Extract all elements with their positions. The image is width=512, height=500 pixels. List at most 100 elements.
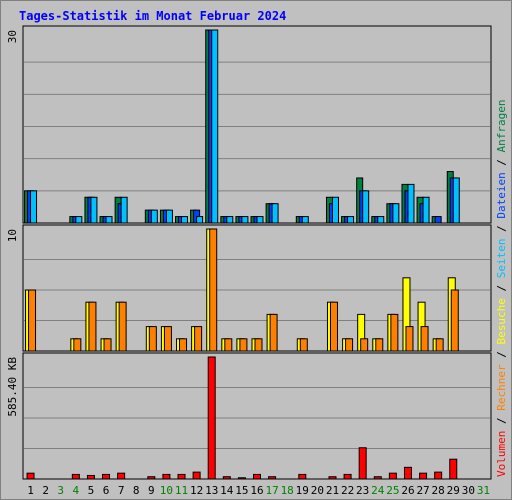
bar-volumen-day-17: [268, 476, 277, 480]
bar-rechner-day-4: [73, 338, 82, 352]
bar-rechner-day-7: [118, 301, 127, 352]
x-tick-label-day-4: 4: [73, 484, 80, 497]
bar-rechner-day-26: [405, 326, 414, 352]
bar-volumen-day-27: [419, 472, 428, 480]
x-tick-label-day-31: 31: [477, 484, 490, 497]
bar-volumen-day-22: [343, 473, 352, 480]
bar-seiten-day-5: [90, 196, 98, 224]
bar-dateien-day-28: [434, 216, 442, 224]
x-tick-label-day-27: 27: [416, 484, 429, 497]
x-tick-label-day-19: 19: [296, 484, 309, 497]
bar-seiten-day-17: [271, 203, 279, 224]
bar-volumen-day-19: [298, 473, 307, 480]
bar-rechner-day-15: [239, 338, 248, 352]
x-tick-label-day-23: 23: [356, 484, 369, 497]
bar-volumen-day-15: [237, 477, 246, 480]
x-tick-label-day-13: 13: [205, 484, 218, 497]
bar-volumen-day-14: [222, 476, 231, 480]
bar-seiten-day-4: [75, 216, 83, 224]
bar-volumen-day-24: [373, 476, 382, 480]
bar-seiten-day-16: [256, 216, 264, 224]
x-tick-label-day-22: 22: [341, 484, 354, 497]
bar-seiten-day-25: [392, 203, 400, 224]
bar-seiten-day-10: [165, 209, 173, 224]
x-tick-label-day-5: 5: [88, 484, 95, 497]
bar-volumen-day-7: [117, 472, 126, 480]
bar-rechner-day-19: [299, 338, 308, 352]
bar-seiten-day-12: [196, 216, 204, 224]
x-tick-label-day-10: 10: [160, 484, 173, 497]
bar-seiten-day-26: [407, 183, 415, 224]
side-legend-part-0: Volumen: [495, 431, 508, 477]
bar-volumen-day-4: [71, 473, 80, 480]
bar-volumen-day-9: [147, 476, 156, 480]
side-legend-part-1: /: [495, 411, 508, 431]
bar-volumen-day-26: [403, 466, 412, 480]
bar-rechner-day-9: [148, 326, 157, 352]
side-legend-part-4: Besuche: [495, 298, 508, 344]
bar-rechner-day-17: [269, 313, 278, 352]
side-legend-part-10: Anfragen: [495, 99, 508, 152]
bar-rechner-day-28: [435, 338, 444, 352]
bar-seiten-day-24: [377, 216, 385, 224]
bar-rechner-day-12: [194, 326, 203, 352]
bar-volumen-day-13: [207, 356, 216, 480]
bar-rechner-day-6: [103, 338, 112, 352]
bar-rechner-day-27: [420, 326, 429, 352]
x-tick-label-day-20: 20: [311, 484, 324, 497]
x-tick-label-day-8: 8: [133, 484, 140, 497]
bar-seiten-day-29: [452, 177, 460, 224]
ymax-label-visits: 10: [6, 229, 19, 242]
bar-seiten-day-13: [211, 29, 219, 224]
x-tick-label-day-15: 15: [235, 484, 248, 497]
x-tick-label-day-30: 30: [462, 484, 475, 497]
bar-volumen-day-16: [253, 473, 261, 480]
bar-seiten-day-27: [422, 196, 430, 224]
bar-rechner-day-13: [209, 228, 218, 352]
bar-volumen-day-1: [26, 472, 35, 480]
bar-volumen-day-11: [177, 473, 186, 480]
bar-seiten-day-6: [105, 216, 113, 224]
side-legend-part-6: Seiten: [495, 239, 508, 279]
bar-volumen-day-10: [162, 473, 171, 480]
x-tick-label-day-1: 1: [27, 484, 34, 497]
ymax-label-requests: 30: [6, 30, 19, 43]
side-legend-part-3: /: [495, 345, 508, 365]
bar-volumen-day-28: [434, 471, 443, 480]
x-tick-label-day-9: 9: [148, 484, 155, 497]
bar-seiten-day-11: [181, 216, 189, 224]
side-legend-part-5: /: [495, 278, 508, 298]
bar-volumen-day-6: [102, 473, 111, 480]
x-tick-label-day-12: 12: [190, 484, 203, 497]
side-legend: Volumen / Rechner / Besuche / Seiten / D…: [495, 99, 508, 477]
x-tick-label-day-16: 16: [250, 484, 263, 497]
x-tick-label-day-2: 2: [42, 484, 49, 497]
bar-seiten-day-19: [301, 216, 309, 224]
bar-rechner-day-1: [28, 289, 37, 352]
bar-rechner-day-11: [179, 338, 188, 352]
x-tick-label-day-29: 29: [447, 484, 460, 497]
bar-volumen-day-29: [449, 458, 458, 480]
bar-rechner-day-29: [450, 289, 459, 352]
bar-seiten-day-14: [226, 216, 234, 224]
x-tick-label-day-25: 25: [386, 484, 399, 497]
x-tick-label-day-18: 18: [281, 484, 294, 497]
bar-volumen-day-23: [358, 447, 367, 480]
bar-seiten-day-23: [362, 190, 370, 224]
x-tick-label-day-24: 24: [371, 484, 385, 497]
bar-rechner-day-25: [390, 313, 399, 352]
panel-requests: [22, 25, 492, 224]
bar-seiten-day-15: [241, 216, 249, 224]
x-tick-label-day-7: 7: [118, 484, 125, 497]
side-legend-part-8: Dateien: [495, 172, 508, 218]
x-tick-label-day-28: 28: [432, 484, 445, 497]
x-tick-label-day-21: 21: [326, 484, 339, 497]
x-tick-label-day-14: 14: [220, 484, 234, 497]
bar-seiten-day-21: [331, 196, 339, 224]
bar-seiten-day-7: [120, 196, 128, 224]
bar-rechner-day-22: [345, 338, 354, 352]
bar-rechner-day-5: [88, 301, 97, 352]
bar-volumen-day-5: [86, 474, 95, 480]
